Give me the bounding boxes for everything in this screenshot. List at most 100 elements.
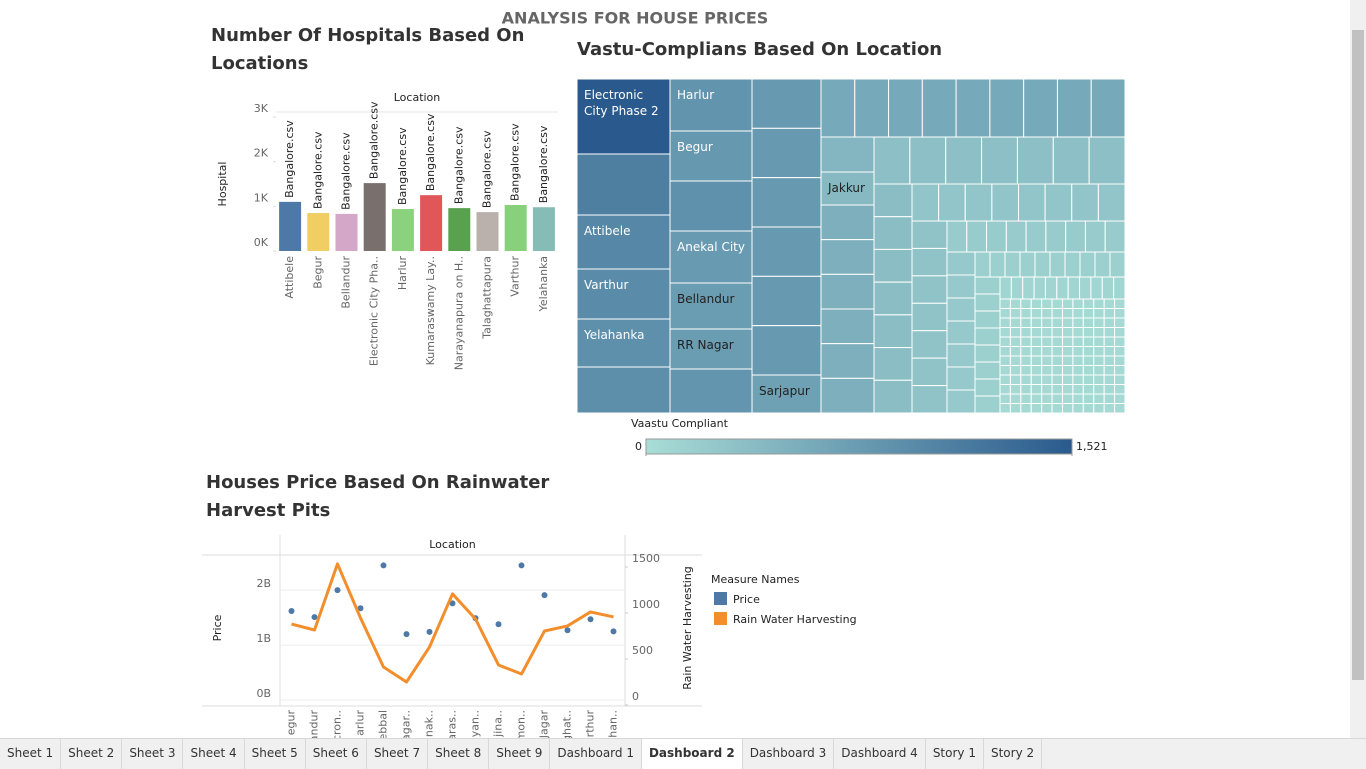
treemap-label: RR Nagar — [677, 338, 734, 352]
treemap-cell-unlabeled — [966, 220, 988, 253]
treemap-label: Varthur — [584, 278, 629, 292]
treemap-cell-unlabeled — [1018, 183, 1046, 222]
treemap-cell-unlabeled — [1062, 336, 1074, 347]
treemap-cell-unlabeled — [1072, 336, 1084, 347]
chart-title-box: Houses Price Based On Rainwater Harvest … — [206, 472, 550, 521]
treemap-cell-unlabeled — [1062, 365, 1074, 376]
treemap-cell-unlabeled — [1030, 403, 1043, 414]
treemap-cell-unlabeled — [820, 273, 875, 310]
sheet-tab[interactable]: Sheet 4 — [183, 739, 245, 769]
treemap-cell-unlabeled — [1094, 251, 1111, 278]
treemap-cell — [669, 282, 753, 330]
treemap-cell-unlabeled — [1056, 276, 1069, 300]
treemap-cell-unlabeled — [1093, 308, 1105, 319]
treemap-cell-unlabeled — [751, 78, 822, 129]
treemap-cell-unlabeled — [1009, 374, 1022, 385]
treemap-cell-unlabeled — [1044, 183, 1073, 222]
treemap-cell-unlabeled — [974, 327, 1001, 346]
sheet-tab[interactable]: Sheet 2 — [61, 739, 123, 769]
treemap-cell-unlabeled — [974, 310, 1001, 329]
treemap-cell — [751, 374, 822, 414]
x-tick-label: aras.. — [446, 710, 459, 738]
treemap-cell-unlabeled — [946, 320, 976, 345]
legend-swatch — [714, 612, 727, 625]
sheet-tab[interactable]: Sheet 1 — [0, 739, 62, 769]
treemap-cell-unlabeled — [1010, 276, 1024, 300]
sheet-tab[interactable]: Sheet 6 — [306, 739, 367, 769]
treemap-label-box: Anekal City — [677, 240, 745, 254]
treemap-cell-unlabeled — [1097, 183, 1126, 222]
color-legend-title: Vaastu Compliant — [631, 417, 729, 430]
treemap-cell-unlabeled — [1041, 384, 1053, 395]
x-tick-label: agar.. — [400, 710, 413, 738]
color-tick-label: 0 — [635, 440, 642, 453]
sheet-tab[interactable]: Sheet 3 — [122, 739, 184, 769]
sheet-tab[interactable]: Sheet 5 — [245, 739, 306, 769]
treemap-cell-unlabeled — [1051, 374, 1064, 385]
treemap-cell-unlabeled — [989, 251, 1006, 278]
treemap-cell-unlabeled — [1104, 220, 1126, 253]
bar-label: Bangalore.csv — [340, 132, 353, 210]
treemap-cell-unlabeled — [1114, 317, 1126, 328]
treemap-label: Anekal City — [677, 240, 745, 254]
chart-title: Houses Price Based On Rainwater Harvest … — [206, 472, 550, 521]
sheet-tab[interactable]: Dashboard 1 — [550, 739, 642, 769]
line — [291, 562, 614, 684]
dot — [403, 631, 410, 638]
treemap-cell-unlabeled — [946, 220, 968, 253]
treemap-cell-unlabeled — [1049, 251, 1066, 278]
dashboard-title: ANALYSIS FOR HOUSE PRICES — [502, 9, 769, 28]
scroll-thumb[interactable] — [1352, 30, 1364, 680]
treemap-cell-unlabeled — [1023, 78, 1058, 138]
treemap-cell-unlabeled — [1030, 327, 1043, 338]
treemap-label-box: Yelahanka — [584, 328, 644, 342]
treemap-cell-unlabeled — [1009, 308, 1022, 319]
treemap-label: Jakkur — [828, 181, 865, 195]
sheet-tab[interactable]: Sheet 9 — [489, 739, 551, 769]
dashboard: ANALYSIS FOR HOUSE PRICES Number Of Hosp… — [202, 9, 1126, 738]
treemap-cell-unlabeled — [1084, 220, 1106, 253]
treemap-cell-unlabeled — [1103, 336, 1116, 347]
sheet-tab[interactable]: Story 2 — [984, 739, 1043, 769]
sheet-tab[interactable]: Story 1 — [926, 739, 984, 769]
treemap-cell-unlabeled — [873, 347, 913, 381]
x-tick-label: nak.. — [423, 710, 436, 737]
y-tick-label: 2K — [254, 147, 269, 160]
legend-swatch — [714, 592, 727, 605]
treemap-cell-unlabeled — [1072, 365, 1084, 376]
sheet-tab[interactable]: Dashboard 4 — [834, 739, 926, 769]
treemap-cell — [576, 78, 671, 155]
x-tick-label: ghat.. — [561, 710, 574, 738]
dot — [426, 628, 433, 635]
treemap-cell-unlabeled — [1114, 393, 1126, 404]
treemap-label-box: Electronic City Phase 2 — [584, 88, 659, 118]
treemap-cell-unlabeled — [1082, 308, 1095, 319]
treemap-label: Sarjapur — [759, 384, 810, 398]
treemap-cell-unlabeled — [1030, 346, 1043, 357]
treemap-cell-unlabeled — [820, 78, 856, 138]
treemap-cell-unlabeled — [1051, 317, 1064, 328]
treemap-cell-unlabeled — [888, 78, 923, 138]
y-axis-title: Price — [211, 614, 224, 641]
bar-label: Bangalore.csv — [311, 131, 324, 209]
x-tick-label: Kumaraswamy Lay.. — [424, 256, 437, 365]
sheet-tab[interactable]: Dashboard 2 — [641, 739, 743, 769]
sheet-tab[interactable]: Dashboard 3 — [743, 739, 835, 769]
bar-label: Bangalore.csv — [509, 123, 522, 201]
treemap-cell-unlabeled — [1090, 276, 1103, 300]
x-tick-label: jina.. — [492, 710, 505, 738]
treemap-cell-unlabeled — [974, 395, 1001, 414]
y2-tick-label: 500 — [632, 644, 653, 657]
treemap-cell-unlabeled — [820, 343, 875, 379]
treemap-cell-unlabeled — [1072, 403, 1084, 414]
x-tick-label: egur — [285, 710, 298, 736]
treemap-cell-unlabeled — [1072, 327, 1084, 338]
color-ramp — [645, 438, 1073, 455]
sheet-tab[interactable]: Sheet 8 — [428, 739, 490, 769]
sheet-tab[interactable]: Sheet 7 — [367, 739, 429, 769]
treemap-cell-unlabeled — [1019, 251, 1036, 278]
treemap-cell-unlabeled — [1103, 384, 1116, 395]
treemap-cell-unlabeled — [873, 379, 913, 414]
treemap-cell-unlabeled — [1082, 355, 1095, 366]
treemap-cell-unlabeled — [1020, 374, 1032, 385]
